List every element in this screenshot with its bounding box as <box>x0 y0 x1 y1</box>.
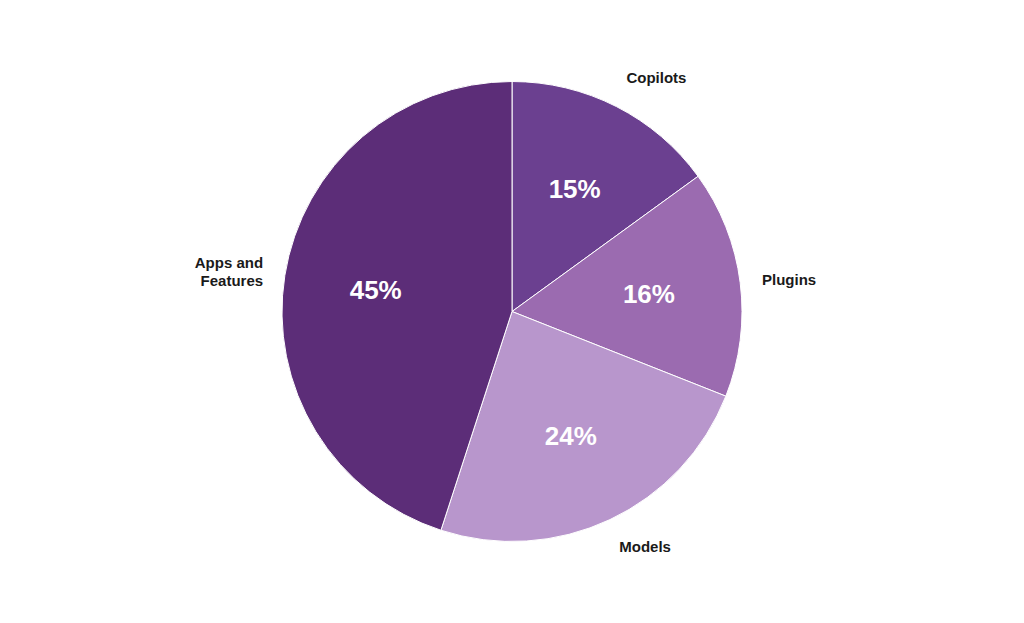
category-label: Apps andFeatures <box>195 254 263 289</box>
data-label: 45% <box>350 275 402 305</box>
category-label: Copilots <box>626 69 686 86</box>
chart-container: 15% Copilots 16% Plugins 24% Models 45% Apps an… <box>0 0 1024 623</box>
data-label: 15% <box>549 174 601 204</box>
category-label-line: Copilots <box>626 69 686 86</box>
category-label-line: Plugins <box>762 271 816 288</box>
data-label: 16% <box>623 279 675 309</box>
category-label-line: Models <box>619 538 671 555</box>
labels: 15% Copilots 16% Plugins 24% Models 45% Apps an… <box>195 69 816 555</box>
category-label-line: Features <box>201 272 264 289</box>
category-label: Models <box>619 538 671 555</box>
category-label: Plugins <box>762 271 816 288</box>
chart-svg: 15% Copilots 16% Plugins 24% Models 45% Apps an… <box>0 0 1024 623</box>
category-label-line: Apps and <box>195 254 263 271</box>
slices <box>282 82 742 542</box>
data-label: 24% <box>545 421 597 451</box>
pie-slice <box>282 82 512 531</box>
